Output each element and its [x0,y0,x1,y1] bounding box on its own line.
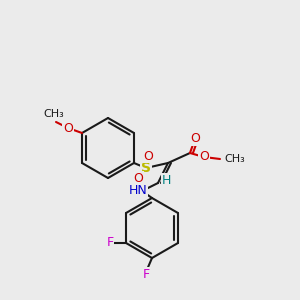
Text: S: S [141,161,151,175]
Text: CH₃: CH₃ [44,109,64,119]
Text: O: O [143,149,153,163]
Text: O: O [199,151,209,164]
Text: O: O [63,122,73,134]
Text: CH₃: CH₃ [224,154,245,164]
Text: HN: HN [129,184,147,197]
Text: O: O [133,172,143,184]
Text: H: H [161,173,171,187]
Text: F: F [142,268,150,281]
Text: O: O [190,133,200,146]
Text: F: F [106,236,114,250]
